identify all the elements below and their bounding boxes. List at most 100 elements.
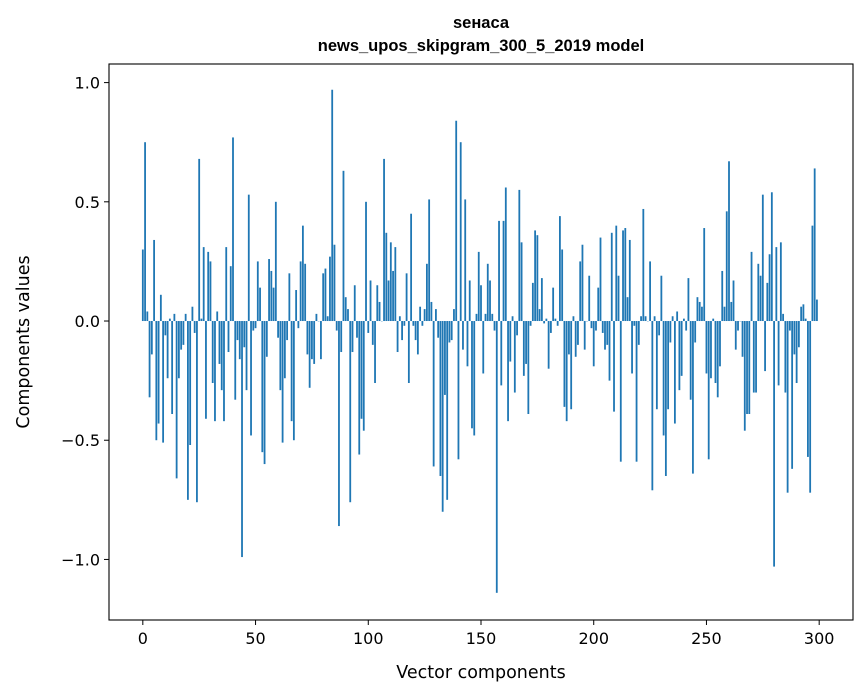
bar-120 <box>412 321 414 326</box>
bar-249 <box>703 228 705 321</box>
bar-40 <box>232 137 234 321</box>
bar-172 <box>530 321 532 326</box>
bar-165 <box>514 321 516 393</box>
bar-65 <box>288 273 290 321</box>
bar-164 <box>512 316 514 321</box>
bar-254 <box>715 321 717 383</box>
bar-235 <box>672 316 674 321</box>
bar-256 <box>719 321 721 366</box>
bar-143 <box>464 199 466 321</box>
bar-108 <box>385 233 387 321</box>
bar-211 <box>618 276 620 321</box>
bar-125 <box>424 309 426 321</box>
bar-177 <box>541 278 543 321</box>
bar-126 <box>426 264 428 321</box>
bar-94 <box>354 285 356 321</box>
bar-117 <box>406 273 408 321</box>
bar-239 <box>681 321 683 376</box>
bar-75 <box>311 321 313 359</box>
bar-253 <box>712 319 714 321</box>
bar-79 <box>320 321 322 359</box>
bar-150 <box>480 285 482 321</box>
bar-186 <box>561 249 563 321</box>
bar-56 <box>268 259 270 321</box>
bar-46 <box>246 321 248 390</box>
bar-259 <box>726 211 728 321</box>
bar-18 <box>182 321 184 345</box>
bar-192 <box>575 321 577 357</box>
bar-147 <box>473 321 475 435</box>
bar-36 <box>223 321 225 421</box>
bar-155 <box>491 314 493 321</box>
bar-297 <box>812 226 814 321</box>
bar-240 <box>683 319 685 321</box>
bar-243 <box>690 321 692 400</box>
bar-97 <box>361 321 363 419</box>
bar-225 <box>649 261 651 321</box>
bar-55 <box>266 321 268 357</box>
bar-116 <box>403 321 405 326</box>
bar-207 <box>609 321 611 381</box>
bar-173 <box>532 283 534 321</box>
bar-136 <box>449 321 451 342</box>
bar-153 <box>487 264 489 321</box>
bar-168 <box>521 242 523 321</box>
bar-13 <box>171 321 173 414</box>
bar-101 <box>370 280 372 321</box>
bar-237 <box>676 311 678 321</box>
bar-15 <box>176 321 178 478</box>
bar-33 <box>216 311 218 321</box>
bar-242 <box>688 278 690 321</box>
bar-152 <box>485 314 487 321</box>
bar-96 <box>358 321 360 455</box>
bar-31 <box>212 321 214 383</box>
bar-222 <box>642 209 644 321</box>
bar-7 <box>158 321 160 424</box>
bar-228 <box>656 321 658 409</box>
bar-71 <box>302 226 304 321</box>
bar-113 <box>397 321 399 352</box>
y-axis-ticks: −1.0−0.50.00.51.0 <box>61 74 109 570</box>
bar-252 <box>710 321 712 378</box>
bar-2 <box>146 311 148 321</box>
bar-69 <box>297 321 299 328</box>
bar-57 <box>270 271 272 321</box>
bar-25 <box>198 159 200 321</box>
bar-72 <box>304 264 306 321</box>
y-axis-label: Components values <box>14 255 34 428</box>
bar-277 <box>766 283 768 321</box>
bar-30 <box>210 261 212 321</box>
bar-188 <box>566 321 568 421</box>
bar-59 <box>275 202 277 321</box>
bar-146 <box>471 321 473 428</box>
bar-11 <box>167 321 169 378</box>
bar-45 <box>243 321 245 347</box>
bar-139 <box>455 121 457 321</box>
bar-154 <box>489 280 491 321</box>
bar-32 <box>214 321 216 421</box>
bar-114 <box>399 316 401 321</box>
bar-109 <box>388 280 390 321</box>
x-tick-label: 0 <box>138 629 148 648</box>
bar-176 <box>539 309 541 321</box>
bar-73 <box>306 321 308 354</box>
bar-104 <box>376 285 378 321</box>
bar-241 <box>685 321 687 331</box>
bar-257 <box>721 271 723 321</box>
y-tick-label: 0.0 <box>75 312 100 331</box>
bar-202 <box>597 288 599 321</box>
bar-131 <box>437 321 439 338</box>
bar-124 <box>421 321 423 326</box>
bar-185 <box>559 216 561 321</box>
bar-93 <box>352 321 354 352</box>
bar-229 <box>658 321 660 335</box>
bar-298 <box>814 168 816 321</box>
bar-194 <box>579 261 581 321</box>
bar-81 <box>325 269 327 321</box>
bar-49 <box>252 321 254 331</box>
bar-236 <box>674 321 676 424</box>
bar-272 <box>755 321 757 393</box>
bar-170 <box>525 321 527 364</box>
bar-162 <box>507 321 509 421</box>
